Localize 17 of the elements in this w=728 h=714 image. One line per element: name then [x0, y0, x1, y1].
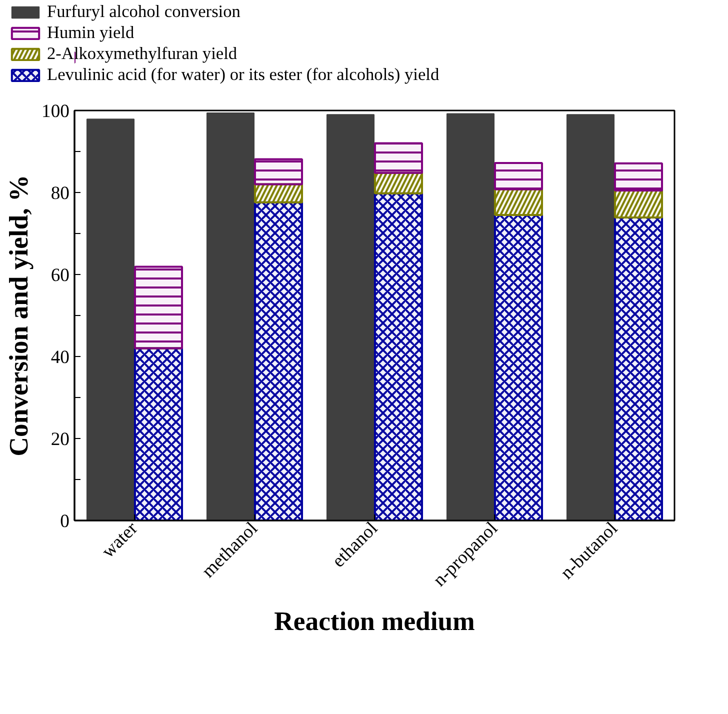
bar: [446, 113, 495, 520]
y-axis-title: Conversion and yield, %: [4, 174, 34, 456]
bar: [566, 114, 615, 520]
bar: [206, 112, 255, 520]
y-tick-label: 100: [42, 101, 70, 122]
y-tick-label: 40: [50, 347, 70, 368]
y-tick-label: 20: [50, 429, 70, 450]
y-tick-label: 60: [50, 265, 70, 286]
legend-label: 2-Alkoxymethylfuran yield: [47, 44, 238, 64]
legend-label: Humin yield: [47, 23, 134, 43]
bar: [86, 118, 135, 520]
bar: [326, 114, 375, 520]
y-tick-label: 80: [50, 183, 70, 204]
y-tick-label: 0: [60, 511, 70, 532]
legend-label: Levulinic acid (for water) or its ester (for alcohols) yield: [47, 65, 440, 85]
x-axis-title: Reaction medium: [274, 606, 475, 636]
legend-label: Furfuryl alcohol conversion: [47, 2, 240, 22]
